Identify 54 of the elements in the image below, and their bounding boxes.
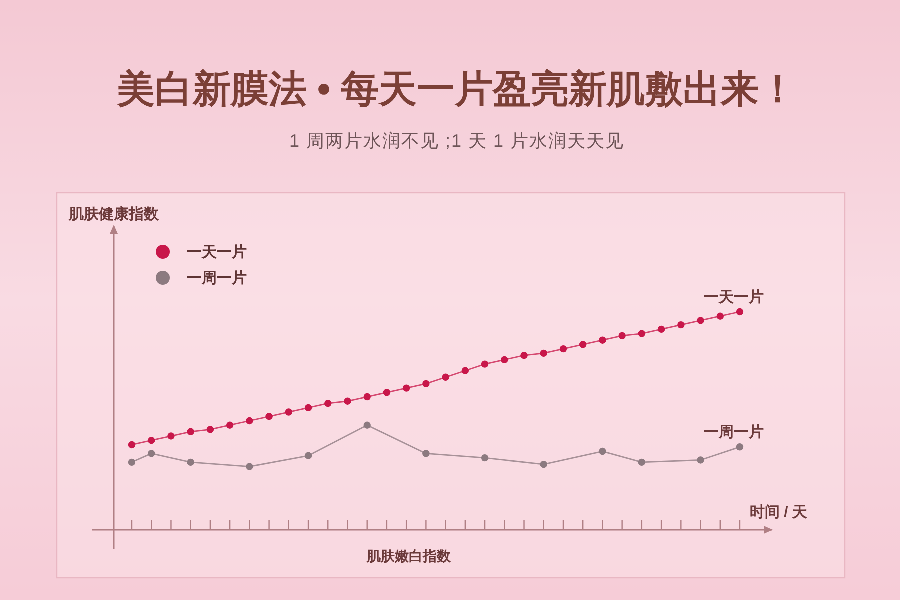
point: [344, 398, 352, 405]
point: [678, 321, 685, 329]
point: [658, 326, 666, 334]
point: [324, 400, 332, 408]
point: [736, 308, 744, 316]
point: [304, 404, 312, 412]
point: [148, 450, 156, 458]
point: [638, 330, 646, 338]
annotation: 一周一片: [704, 424, 764, 442]
point: [579, 341, 587, 348]
point: [246, 417, 254, 425]
point: [520, 352, 528, 360]
point: [148, 437, 156, 444]
legend-label: 一周一片: [187, 270, 247, 287]
point: [716, 312, 724, 320]
point: [383, 389, 391, 396]
point: [501, 356, 508, 364]
point: [187, 428, 194, 436]
point: [540, 461, 548, 468]
point: [599, 448, 606, 456]
point: [560, 345, 568, 353]
point: [481, 360, 489, 368]
point: [206, 426, 214, 434]
text: 肌肤嫩白指数: [366, 548, 452, 564]
chart-title: 美白新膜法 • 每天一片盈亮新肌敷出来！: [116, 68, 798, 111]
point: [599, 336, 606, 344]
point: [128, 441, 136, 449]
point: [246, 463, 254, 470]
x-axis-title: 时间 / 天: [750, 504, 808, 521]
point: [304, 452, 312, 460]
point: [226, 422, 234, 429]
point: [481, 454, 489, 462]
point: [168, 432, 175, 440]
point: [540, 350, 548, 358]
point: [422, 380, 430, 388]
point: [638, 458, 646, 466]
point: [618, 332, 626, 340]
point: [442, 374, 450, 381]
point: [266, 413, 273, 420]
point: [285, 408, 293, 416]
point: [462, 367, 470, 374]
annotation: 一天一片: [704, 289, 764, 306]
point: [187, 458, 194, 466]
point: [697, 317, 704, 324]
point: [697, 456, 704, 464]
point: [736, 444, 744, 451]
point: [402, 384, 410, 392]
point: [128, 458, 136, 466]
point: [364, 393, 371, 401]
legend-label: 一天一片: [187, 244, 247, 261]
text: 肌肤健康指数: [68, 205, 160, 223]
chart-subtitle: 1 周两片水润不见 ;1 天 1 片水润天天见: [289, 131, 625, 151]
point: [422, 450, 430, 458]
point: [364, 422, 371, 429]
